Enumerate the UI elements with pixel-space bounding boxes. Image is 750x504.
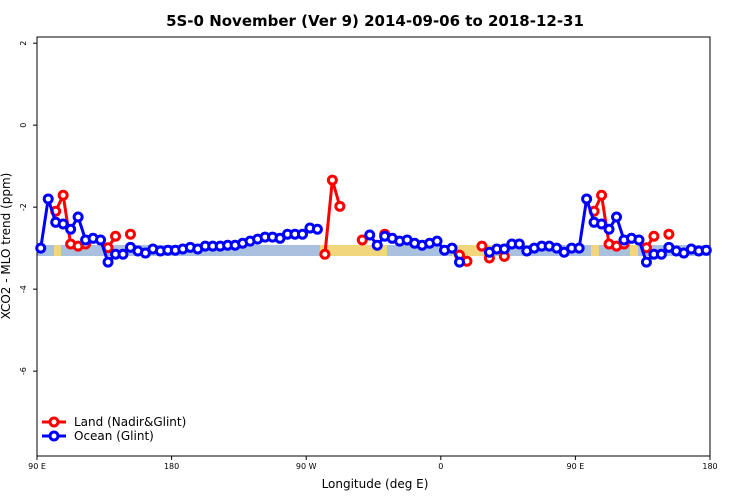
data-point xyxy=(648,230,660,242)
data-point xyxy=(431,235,443,247)
y-tick-label: -4 xyxy=(19,285,28,293)
data-point xyxy=(334,200,346,212)
data-point xyxy=(95,234,107,246)
data-point xyxy=(35,242,47,254)
x-tick-label: 90 E xyxy=(28,462,46,471)
y-tick-label: 2 xyxy=(19,41,28,46)
data-point xyxy=(319,248,331,260)
y-axis-label: XCO2 - MLO trend (ppm) xyxy=(0,173,13,320)
land-band xyxy=(630,245,638,256)
land-band xyxy=(320,245,387,256)
x-tick-label: 180 xyxy=(164,462,179,471)
chart-title: 5S-0 November (Ver 9) 2014-09-06 to 2018… xyxy=(166,12,584,30)
y-tick-label: 0 xyxy=(19,123,28,128)
data-point xyxy=(596,218,608,230)
x-tick-label: 90 W xyxy=(296,462,317,471)
data-point xyxy=(72,211,84,223)
x-tick-label: 0 xyxy=(438,462,443,471)
data-point xyxy=(110,230,122,242)
data-point xyxy=(42,193,54,205)
x-tick-label: 180 xyxy=(702,462,717,471)
legend-marker xyxy=(48,416,60,428)
data-point xyxy=(476,240,488,252)
data-point xyxy=(498,243,510,255)
data-point xyxy=(57,189,69,201)
legend-label: Ocean (Glint) xyxy=(74,429,154,443)
data-point xyxy=(356,234,368,246)
data-point xyxy=(311,223,323,235)
data-point xyxy=(663,228,675,240)
legend-label: Land (Nadir&Glint) xyxy=(74,415,186,429)
data-point xyxy=(102,256,114,268)
data-point xyxy=(57,218,69,230)
data-point xyxy=(65,223,77,235)
data-point xyxy=(633,234,645,246)
data-point xyxy=(453,256,465,268)
y-tick-label: -2 xyxy=(19,203,28,211)
surface-band xyxy=(37,245,710,256)
data-point xyxy=(611,211,623,223)
data-point xyxy=(700,244,712,256)
data-point xyxy=(513,238,525,250)
data-point xyxy=(573,242,585,254)
data-point xyxy=(446,242,458,254)
data-point xyxy=(296,228,308,240)
data-point xyxy=(596,189,608,201)
data-point xyxy=(581,193,593,205)
x-tick-label: 90 E xyxy=(567,462,585,471)
x-axis-label: Longitude (deg E) xyxy=(322,477,429,491)
data-point xyxy=(124,228,136,240)
data-point xyxy=(371,239,383,251)
land-band xyxy=(591,245,599,256)
data-point xyxy=(117,248,129,260)
data-point xyxy=(326,174,338,186)
data-point xyxy=(655,248,667,260)
legend-marker xyxy=(48,430,60,442)
land-band xyxy=(452,245,494,256)
y-tick-label: -6 xyxy=(19,367,28,375)
data-point xyxy=(640,256,652,268)
land-band xyxy=(54,245,61,256)
data-point xyxy=(603,223,615,235)
data-point xyxy=(364,229,376,241)
